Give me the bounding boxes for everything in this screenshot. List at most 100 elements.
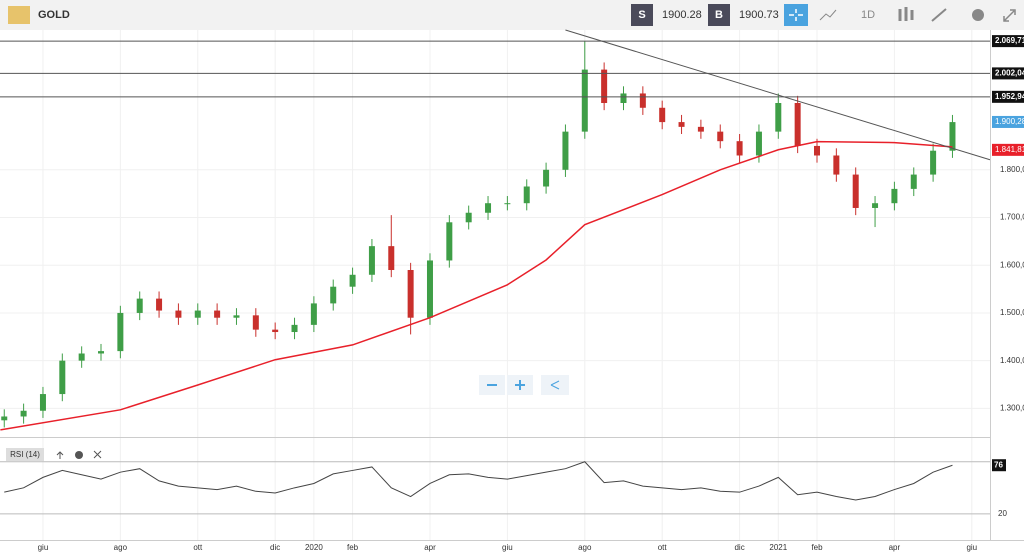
candle-body — [78, 353, 85, 361]
rsi-tick-label: 20 — [998, 509, 1007, 518]
x-tick-label: dic — [734, 543, 744, 552]
candle-body — [872, 203, 879, 208]
candle-body — [717, 131, 724, 142]
candle-body — [117, 312, 124, 352]
x-tick-label: ott — [658, 543, 668, 552]
candle-body — [833, 155, 840, 175]
candle-body — [426, 260, 433, 318]
x-tick-label: dic — [270, 543, 280, 552]
price-tag-label: 1.900,28 — [995, 117, 1024, 126]
level-label: 1.952,94 — [995, 92, 1024, 101]
sell-button[interactable] — [631, 4, 653, 26]
y-tick-label: 1.300,00 — [1000, 403, 1024, 412]
candles-icon[interactable] — [898, 7, 914, 21]
candle-body — [523, 186, 530, 204]
x-tick-label: feb — [811, 543, 823, 552]
sell-price: 1900.28 — [662, 9, 702, 21]
candle-body — [330, 286, 337, 304]
fullscreen-icon[interactable] — [1003, 9, 1016, 22]
candle-body — [485, 203, 492, 213]
candle-body — [949, 122, 956, 151]
chart-type-icon[interactable] — [819, 9, 837, 21]
candle-body — [252, 315, 259, 330]
zoom-in-icon — [515, 380, 525, 390]
rsi-line — [4, 461, 953, 501]
symbol: GOLD — [38, 9, 70, 21]
candle-body — [775, 103, 782, 132]
rsi-last-tag — [992, 459, 1006, 472]
candle-body — [794, 103, 801, 146]
candle-body — [272, 329, 279, 333]
candle-body — [310, 303, 317, 325]
candle-body — [1, 416, 8, 421]
level-tag — [992, 35, 1024, 48]
candle-body — [601, 69, 608, 104]
x-tick-label: apr — [424, 543, 436, 552]
candle-body — [407, 270, 414, 318]
candle-body — [349, 274, 356, 287]
candle-body — [697, 126, 704, 132]
candle-body — [852, 174, 859, 208]
sell-label: S — [638, 9, 645, 21]
candle-body — [59, 360, 66, 395]
rsi-close-icon[interactable] — [93, 450, 102, 459]
buy-button[interactable] — [708, 4, 730, 26]
x-tick-label: apr — [889, 543, 901, 552]
plot — [0, 29, 991, 540]
candle-body — [659, 107, 666, 123]
candle-body — [504, 203, 511, 205]
price-tag — [992, 115, 1024, 128]
candle-body — [581, 69, 588, 132]
x-tick-label: feb — [347, 543, 359, 552]
x-tick-label: ago — [578, 543, 592, 552]
candle-body — [194, 310, 201, 318]
draw-icon[interactable] — [931, 8, 947, 22]
candle-body — [136, 298, 143, 313]
crosshair-icon — [789, 9, 803, 21]
candle-body — [175, 310, 182, 318]
x-tick-label: giu — [966, 543, 977, 552]
rsi-title: RSI (14) — [10, 450, 40, 459]
x-tick-label: ago — [114, 543, 128, 552]
candle-body — [562, 131, 569, 170]
y-tick-label: 1.700,00 — [1000, 213, 1024, 222]
crosshair-button[interactable] — [784, 4, 808, 26]
candle-body — [814, 145, 821, 156]
candle-body — [543, 169, 550, 187]
candle-body — [233, 315, 240, 318]
share-button[interactable] — [541, 375, 569, 395]
x-tick-label: 2021 — [769, 543, 787, 552]
x-tick-label: giu — [502, 543, 513, 552]
candle-body — [465, 212, 472, 223]
candle-body — [620, 93, 627, 104]
toolbar — [0, 0, 1024, 30]
candle-body — [98, 351, 105, 354]
candle-body — [736, 141, 743, 156]
y-tick-label: 1.600,00 — [1000, 260, 1024, 269]
trend-line — [565, 29, 991, 161]
candle-body — [156, 298, 163, 311]
timeframe[interactable]: 1D — [861, 9, 875, 21]
candle-body — [388, 246, 395, 271]
candle-body — [678, 122, 685, 127]
settings-icon[interactable] — [972, 9, 984, 21]
rsi-badge — [6, 448, 44, 461]
candle-body — [755, 131, 762, 156]
y-tick-label: 1.400,00 — [1000, 356, 1024, 365]
rsi-last-label: 76 — [994, 460, 1003, 469]
x-tick-label: ott — [193, 543, 203, 552]
level-label: 2.002,04 — [995, 69, 1024, 78]
rsi-settings-icon[interactable] — [75, 451, 83, 459]
candle-body — [446, 222, 453, 261]
buy-price: 1900.73 — [739, 9, 779, 21]
candle-body — [214, 310, 221, 318]
candle-body — [930, 150, 937, 175]
level-tag — [992, 67, 1024, 80]
candle-body — [639, 93, 646, 108]
ma-tag-label: 1.841,81 — [995, 145, 1024, 154]
rsi-up-icon[interactable] — [56, 451, 64, 459]
candle-body — [368, 246, 375, 275]
symbol-icon — [8, 6, 30, 24]
